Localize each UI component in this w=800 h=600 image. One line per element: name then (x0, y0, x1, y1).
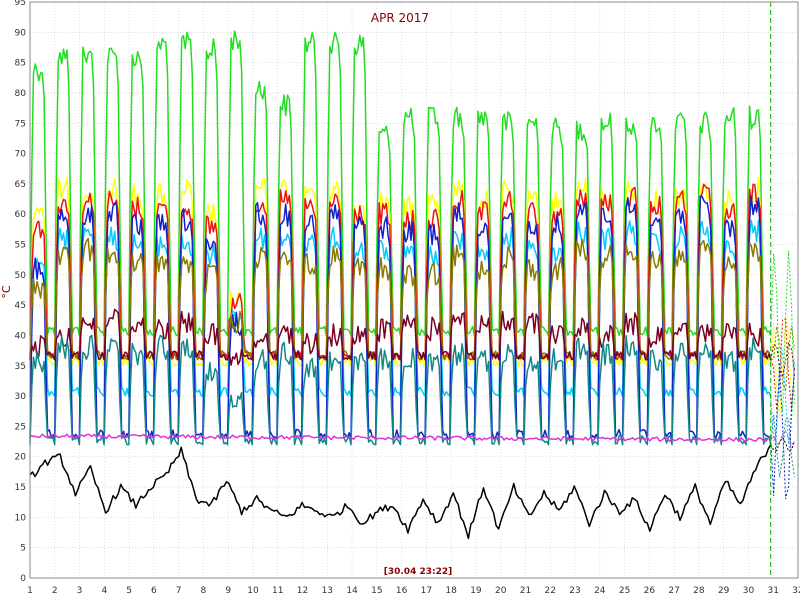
series-forecast-5 (770, 369, 795, 500)
y-tick-label: 95 (15, 0, 26, 8)
x-tick-label: 15 (371, 586, 382, 596)
x-tick-label: 28 (693, 586, 705, 596)
y-tick-label: 45 (15, 301, 26, 311)
series-forecast-2 (770, 315, 795, 419)
y-tick-label: 50 (15, 271, 27, 281)
series-line-8 (29, 334, 772, 446)
y-tick-label: 30 (15, 392, 27, 402)
x-tick-label: 16 (396, 586, 408, 596)
y-tick-label: 40 (15, 331, 27, 341)
plot-frame (29, 1, 799, 579)
x-tick-label: 10 (247, 586, 259, 596)
series-forecast-8 (770, 415, 795, 478)
timestamp-label: [30.04 23:22] (384, 567, 452, 577)
chart-title: APR 2017 (371, 11, 429, 25)
x-tick-label: 32 (792, 586, 800, 596)
y-tick-label: 0 (20, 574, 26, 584)
x-tick-label: 9 (225, 586, 231, 596)
y-tick-label: 90 (15, 28, 27, 38)
y-tick-label: 85 (15, 59, 26, 69)
x-tick-label: 8 (201, 586, 207, 596)
y-axis-ticks: 0 5 10 15 20 25 30 35 40 45 50 55 60 65 70 75 80 85 90 95 (15, 0, 27, 584)
y-tick-label: 10 (15, 513, 27, 523)
x-tick-label: 26 (644, 586, 656, 596)
series-layer (29, 30, 795, 540)
y-tick-label: 55 (15, 241, 26, 251)
y-tick-label: 75 (15, 119, 26, 129)
x-axis-ticks: 1 2 3 4 5 6 7 8 9 10 11 12 13 14 15 16 17 18 19 20 21 22 23 24 2… (27, 586, 800, 596)
x-tick-label: 25 (619, 586, 630, 596)
x-tick-label: 6 (151, 586, 157, 596)
x-tick-label: 17 (421, 586, 432, 596)
x-tick-label: 14 (346, 586, 358, 596)
y-tick-label: 25 (15, 422, 26, 432)
x-tick-label: 29 (718, 586, 730, 596)
x-tick-label: 27 (668, 586, 679, 596)
y-tick-label: 20 (15, 453, 27, 463)
series-forecast-9 (770, 430, 795, 447)
x-tick-label: 5 (126, 586, 132, 596)
y-tick-label: 80 (15, 89, 27, 99)
x-tick-label: 1 (27, 586, 33, 596)
x-tick-label: 31 (767, 586, 778, 596)
y-tick-label: 60 (15, 210, 27, 220)
y-tick-label: 70 (15, 150, 27, 160)
y-tick-label: 15 (15, 483, 26, 493)
x-tick-label: 22 (545, 586, 556, 596)
x-tick-label: 11 (272, 586, 283, 596)
series-forecast-10 (770, 436, 795, 452)
series-line-10 (29, 444, 772, 540)
x-tick-label: 7 (176, 586, 182, 596)
series-forecast-3 (770, 318, 795, 411)
y-tick-label: 35 (15, 362, 26, 372)
x-tick-label: 30 (743, 586, 755, 596)
x-tick-label: 19 (470, 586, 482, 596)
series-forecast-7 (770, 340, 795, 378)
y-tick-label: 5 (20, 544, 26, 554)
x-tick-label: 23 (569, 586, 580, 596)
x-tick-label: 3 (77, 586, 83, 596)
x-tick-label: 13 (322, 586, 333, 596)
x-tick-label: 2 (52, 586, 58, 596)
series-line-9 (29, 433, 771, 443)
series-forecast-6 (770, 325, 795, 392)
x-tick-label: 12 (297, 586, 308, 596)
y-axis-label: °C (0, 285, 13, 299)
x-tick-label: 21 (520, 586, 531, 596)
x-tick-label: 24 (594, 586, 606, 596)
y-tick-label: 65 (15, 180, 26, 190)
x-tick-label: 20 (495, 586, 507, 596)
x-tick-label: 18 (445, 586, 457, 596)
x-tick-label: 4 (101, 586, 107, 596)
series-line-7 (29, 308, 772, 366)
